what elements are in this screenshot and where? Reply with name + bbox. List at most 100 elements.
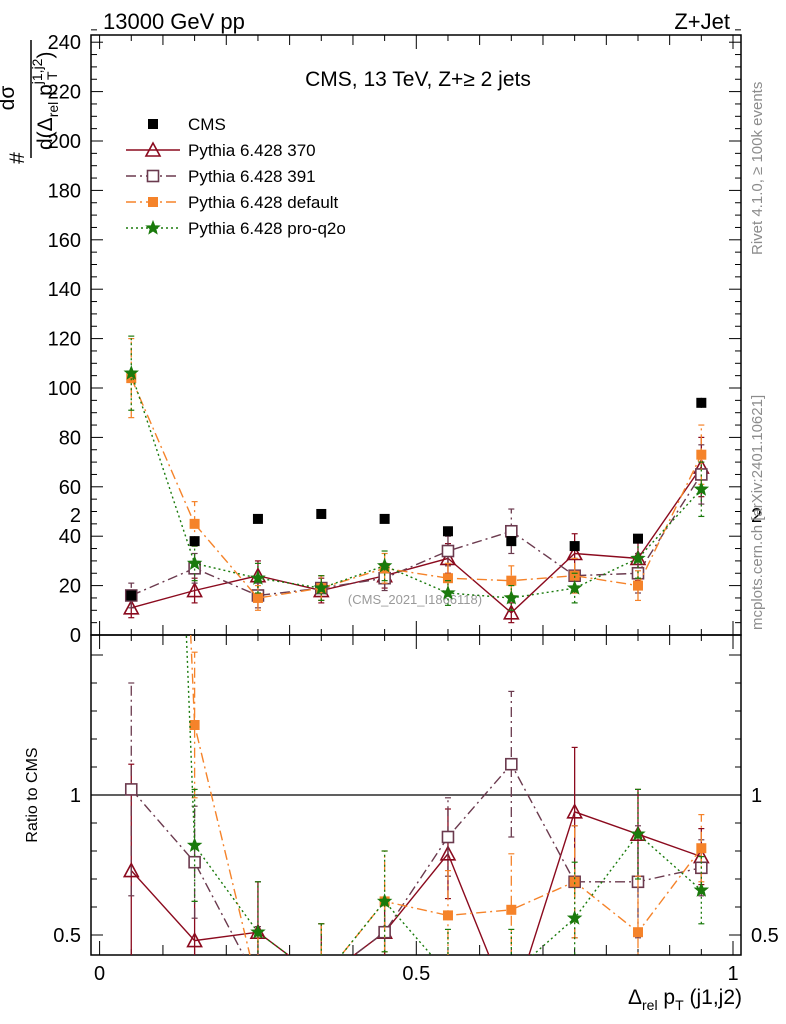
- ratio-data-point: [630, 826, 646, 841]
- y-tick-label: 60: [59, 477, 81, 499]
- ratio-y-tick-label-right: 0.5: [751, 925, 779, 947]
- y-tick-label: 0: [70, 625, 81, 647]
- main-data-point: [189, 536, 200, 547]
- main-y-axis: 0 20 40 60 80 100 120 140 160 180 200 220 240: [48, 29, 741, 647]
- main-data-point: [186, 581, 203, 598]
- y-label-sup: j1,j2: [29, 58, 45, 85]
- y-tick-label: 180: [48, 180, 81, 202]
- y-tick-label: 220: [48, 82, 81, 104]
- ratio-data-point: [188, 855, 201, 869]
- main-series-line: [130, 377, 702, 599]
- main-data-point: [502, 604, 520, 620]
- main-data-point: [630, 550, 646, 566]
- main-series-line: [130, 372, 702, 599]
- legend-marker: [148, 119, 158, 129]
- main-data-point: [252, 592, 263, 603]
- ratio-plot-data: [122, 635, 710, 1017]
- ratio-data-point: [504, 1004, 518, 1017]
- y-label-sub-rel: rel: [45, 102, 61, 118]
- ratio-data-point: [505, 967, 518, 980]
- ratio-y-tick-label-left: 1: [70, 785, 81, 807]
- ratio-series-line: [130, 762, 702, 955]
- y-label-denominator: d(Δrel pj1,j2): [29, 52, 61, 150]
- legend-label: Pythia 6.428 pro-q2o: [188, 219, 346, 238]
- ratio-series-line: [190, 635, 702, 955]
- ratio-data-point: [124, 783, 138, 796]
- x-label-sub-rel: rel: [642, 997, 658, 1013]
- legend-marker: [144, 141, 162, 157]
- main-data-point: [693, 481, 710, 496]
- legend-label: Pythia 6.428 default: [188, 193, 339, 212]
- legend-marker: [148, 197, 158, 207]
- y-label-denominator-d: d(Δ: [34, 117, 57, 150]
- y-tick-label: 40: [59, 526, 81, 548]
- y-label-hash: #: [6, 152, 29, 164]
- y-tick-label: 160: [48, 230, 81, 252]
- ratio-data-point: [186, 931, 203, 948]
- ratio-data-point: [376, 893, 393, 909]
- main-series-pythia-6-428-default: [126, 338, 707, 611]
- header-left: 13000 GeV pp: [103, 9, 245, 34]
- header-right: Z+Jet: [674, 9, 730, 34]
- y-label-sub-T: T: [44, 71, 60, 80]
- main-data-point: [442, 573, 453, 584]
- analysis-watermark: (CMS_2021_I1866118): [348, 592, 482, 607]
- mcplots-label: mcplots.cern.ch [arXiv:2401.10621]: [749, 395, 766, 630]
- legend-label: Pythia 6.428 391: [188, 167, 316, 186]
- ratio-data-point: [506, 904, 517, 915]
- main-data-point: [506, 536, 517, 547]
- main-plot-data: [122, 335, 710, 624]
- ratio-y-tick-label-left: 2: [70, 505, 81, 527]
- legend-marker: [145, 219, 161, 235]
- main-data-point: [569, 570, 580, 581]
- ratio-data-point: [122, 861, 140, 878]
- ratio-data-point: [314, 973, 328, 986]
- y-tick-label: 140: [48, 279, 81, 301]
- x-axis: 0 0.5 1: [94, 35, 739, 985]
- main-y-axis-label: # dσ d(Δrel pj1,j2) T: [0, 40, 61, 164]
- ratio-series-pythia-6-428-default: [189, 635, 707, 955]
- x-tick-label: 0.5: [402, 963, 430, 985]
- ratio-data-point: [250, 924, 266, 939]
- main-plot-title: CMS, 13 TeV, Z+≥ 2 jets: [305, 68, 531, 91]
- main-data-point: [123, 365, 139, 380]
- main-series-pythia-6-428-pro-q2o: [123, 335, 710, 611]
- ratio-y-axis-label: Ratio to CMS: [24, 747, 41, 842]
- x-axis-label: Δrel pT (j1,j2): [628, 986, 742, 1013]
- ratio-data-point: [632, 927, 643, 938]
- ratio-data-point: [439, 845, 457, 861]
- main-data-point: [126, 590, 137, 601]
- ratio-data-point: [186, 837, 203, 853]
- ratio-series-line: [185, 635, 702, 955]
- legend: CMS Pythia 6.428 370 Pythia 6.428 391 Pythi…: [126, 115, 346, 238]
- main-data-point: [122, 599, 140, 615]
- main-data-point: [696, 449, 707, 460]
- rivet-version-label: Rivet 4.1.0, ≥ 100k events: [749, 82, 766, 255]
- main-data-point: [632, 533, 643, 544]
- legend-entry: Pythia 6.428 pro-q2o: [126, 219, 346, 238]
- y-tick-label: 100: [48, 378, 81, 400]
- ratio-data-point: [566, 803, 583, 819]
- main-data-point: [313, 580, 329, 595]
- main-data-point: [566, 544, 583, 561]
- ratio-data-point: [316, 974, 327, 985]
- main-data-point: [632, 580, 643, 591]
- ratio-data-point: [189, 720, 200, 730]
- ratio-data-point: [441, 967, 454, 980]
- main-data-point: [442, 526, 453, 537]
- y-tick-label: 80: [59, 427, 81, 449]
- y-tick-label: 240: [48, 32, 81, 54]
- ratio-y-tick-label-left: 0.5: [53, 925, 81, 947]
- main-data-point: [250, 570, 266, 585]
- x-label-sub-T: T: [675, 997, 684, 1013]
- main-data-point: [569, 541, 580, 552]
- y-tick-label: 20: [59, 576, 81, 598]
- ratio-data-point: [505, 757, 518, 771]
- main-data-point: [376, 557, 393, 573]
- y-tick-label: 200: [48, 131, 81, 153]
- x-label-delta: Δ: [628, 986, 642, 1009]
- main-data-point: [252, 513, 263, 524]
- main-data-point: [566, 579, 583, 595]
- main-data-point: [189, 518, 200, 529]
